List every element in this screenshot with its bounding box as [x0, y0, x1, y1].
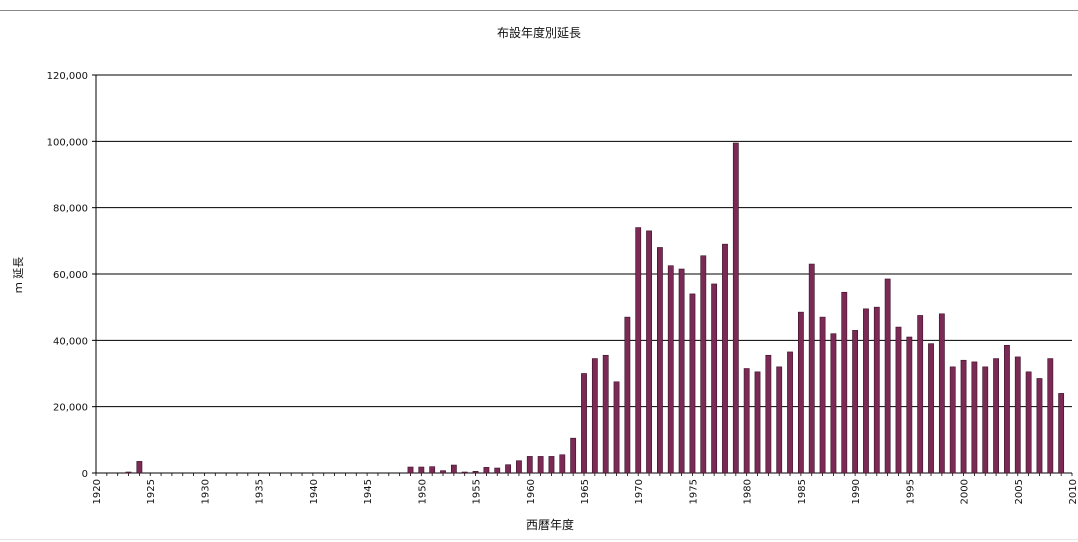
x-tick-label-1970: 1970: [634, 479, 645, 504]
bar-1993: [884, 278, 891, 474]
bar-1991: [863, 308, 869, 474]
bar-1950: [418, 466, 425, 474]
x-tick-label-1940: 1940: [309, 479, 320, 504]
bar-1961: [537, 456, 544, 474]
bar-1960: [526, 456, 533, 474]
y-tick-label-6: 120,000: [47, 71, 88, 82]
x-tick-label-1950: 1950: [417, 479, 428, 504]
bar-1978: [722, 243, 728, 474]
bar-1997: [928, 343, 934, 474]
bar-1953: [450, 464, 457, 474]
x-tick-label-1925: 1925: [146, 479, 157, 504]
bar-2008: [1047, 358, 1054, 474]
x-tick-label-1975: 1975: [688, 479, 699, 504]
bar-1964: [570, 437, 577, 474]
x-tick-label-1980: 1980: [743, 479, 754, 504]
bar-1974: [678, 268, 685, 474]
bar-1987: [819, 316, 826, 474]
bar-1952: [440, 470, 446, 474]
bar-1986: [808, 263, 815, 474]
bar-1959: [516, 460, 522, 474]
bar-1957: [494, 467, 501, 474]
x-tick-label-2005: 2005: [1014, 479, 1025, 504]
bar-1981: [754, 371, 761, 474]
bar-1989: [841, 291, 848, 474]
bar-1969: [624, 316, 631, 474]
bar-1962: [548, 456, 555, 474]
x-axis-title: 西暦年度: [525, 518, 574, 532]
y-tick-label-2: 40,000: [53, 336, 88, 347]
bar-1973: [667, 265, 674, 474]
bar-1999: [949, 366, 956, 474]
bar-1970: [635, 227, 642, 474]
x-tick-label-1995: 1995: [905, 479, 916, 504]
y-tick-label-1: 20,000: [53, 403, 88, 414]
x-tick-label-1960: 1960: [526, 479, 537, 504]
bar-1968: [613, 381, 620, 474]
bar-1994: [895, 326, 902, 474]
bar-1979: [732, 142, 739, 474]
x-tick-label-2010: 2010: [1068, 479, 1078, 504]
x-tick-label-1955: 1955: [472, 479, 483, 504]
bar-1963: [559, 454, 566, 474]
bar-1977: [711, 283, 718, 474]
bar-1998: [938, 313, 945, 474]
top-divider: [0, 10, 1078, 11]
bar-1951: [429, 466, 436, 474]
bar-2006: [1025, 371, 1032, 474]
bar-2001: [971, 361, 978, 474]
bar-2005: [1014, 356, 1021, 474]
bar-1995: [906, 336, 913, 474]
chart-title: 布設年度別延長: [496, 26, 581, 40]
x-tick-label-1990: 1990: [851, 479, 862, 504]
y-tick-label-3: 60,000: [53, 270, 88, 281]
bar-1976: [700, 255, 707, 474]
y-tick-label-0: 0: [82, 469, 88, 480]
bar-2009: [1058, 393, 1065, 474]
bar-1983: [776, 366, 783, 474]
bar-1955: [472, 471, 479, 474]
bar-1923: [125, 471, 132, 474]
bar-2004: [1004, 345, 1010, 474]
bar-1966: [591, 358, 598, 474]
x-tick-label-1935: 1935: [255, 479, 266, 504]
bar-1958: [505, 464, 511, 474]
x-tick-label-2000: 2000: [960, 479, 971, 504]
bar-1975: [689, 293, 696, 474]
y-tick-label-5: 100,000: [47, 137, 88, 148]
bar-1988: [830, 333, 837, 474]
bar-1965: [581, 373, 587, 474]
bar-1954: [461, 471, 468, 474]
bar-1972: [657, 247, 663, 474]
bottom-divider: [0, 539, 1078, 540]
bar-2002: [982, 366, 989, 474]
bar-1985: [797, 311, 804, 474]
x-tick-label-1965: 1965: [580, 479, 591, 504]
bar-2003: [993, 358, 999, 474]
x-tick-label-1930: 1930: [200, 479, 211, 504]
bar-2000: [960, 359, 967, 474]
bar-1982: [765, 354, 772, 474]
bar-2007: [1036, 378, 1043, 474]
y-tick-label-4: 80,000: [53, 204, 88, 215]
bar-1967: [602, 354, 609, 474]
bar-1956: [483, 467, 490, 474]
bar-1990: [852, 330, 859, 474]
x-tick-label-1985: 1985: [797, 479, 808, 504]
bar-1924: [136, 461, 143, 474]
x-tick-label-1945: 1945: [363, 479, 374, 504]
bar-1996: [917, 315, 924, 474]
bar-1980: [743, 368, 750, 474]
x-tick-label-1920: 1920: [92, 479, 103, 504]
bar-1971: [646, 230, 652, 474]
bar-1949: [407, 466, 414, 474]
bar-1984: [787, 351, 793, 474]
bar-1992: [873, 306, 880, 474]
